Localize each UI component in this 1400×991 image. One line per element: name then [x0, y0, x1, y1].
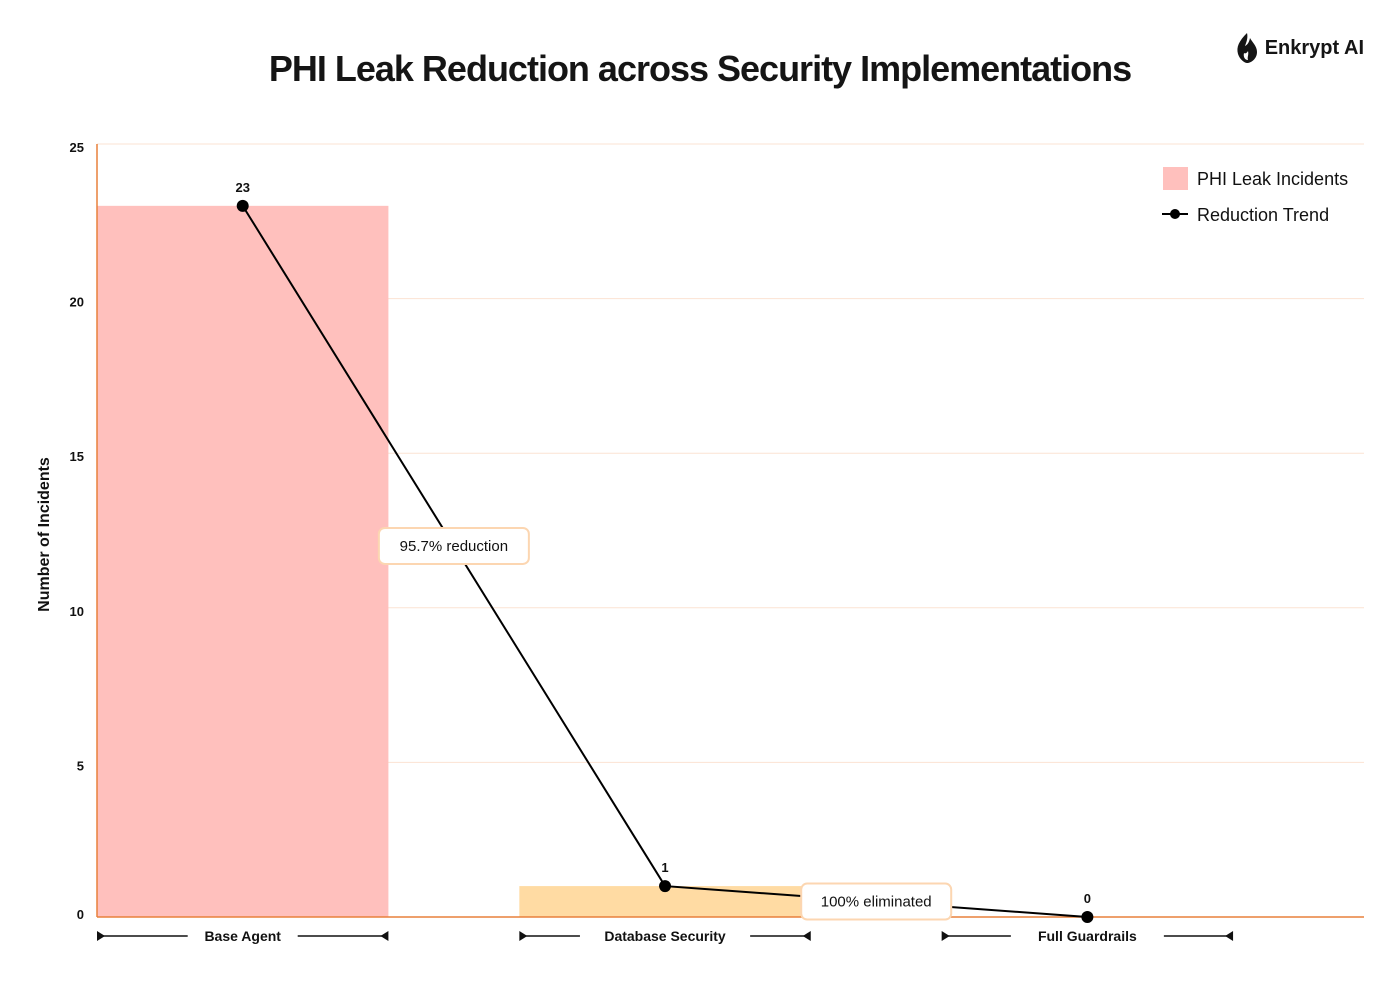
- bracket-arrow-left: [941, 931, 950, 941]
- brand-name: Enkrypt AI: [1264, 36, 1364, 59]
- legend-swatch: [1163, 167, 1188, 190]
- bracket-arrow-right: [1225, 931, 1234, 941]
- flame-icon: [1237, 33, 1257, 63]
- trend-point-3: [1081, 911, 1094, 923]
- trend-point-2: [659, 880, 672, 893]
- legend: PHI Leak Incidents Reduction Trend: [1162, 167, 1348, 225]
- legend-marker: [1170, 209, 1180, 219]
- annotation-box: [800, 882, 953, 921]
- y-tick-label: 15: [70, 449, 84, 464]
- category-bracket: Full Guardrails: [941, 928, 1234, 944]
- x-category-label: Full Guardrails: [1038, 928, 1137, 944]
- data-label: 1: [661, 860, 668, 875]
- bracket-arrow-left: [519, 931, 528, 941]
- annotation-layer: 95.7% reduction 100% eliminated: [377, 526, 953, 921]
- y-axis-label: Number of Incidents: [36, 457, 53, 612]
- bracket-arrow-right: [380, 931, 389, 941]
- trend-point-1: [236, 199, 249, 212]
- category-bracket: Base Agent: [97, 928, 389, 944]
- y-tick-label: 10: [70, 604, 84, 619]
- annotation-text: 95.7% reduction: [400, 538, 508, 555]
- bracket-arrow-right: [802, 931, 811, 941]
- legend-label: PHI Leak Incidents: [1197, 169, 1348, 189]
- data-label: 0: [1084, 891, 1091, 906]
- x-category-label: Base Agent: [204, 928, 281, 944]
- bracket-arrow-left: [97, 931, 105, 941]
- annotation-text: 100% eliminated: [821, 894, 932, 911]
- legend-item-bar: PHI Leak Incidents: [1163, 167, 1348, 190]
- annotation-box: [377, 526, 530, 565]
- bar-1: [97, 205, 389, 918]
- y-tick-label: 25: [70, 140, 84, 155]
- y-tick-label: 0: [77, 907, 84, 922]
- category-bracket: Database Security: [519, 928, 811, 944]
- y-tick-label: 20: [70, 295, 84, 310]
- data-label: 23: [235, 180, 249, 195]
- annotation-callout: 95.7% reduction: [377, 526, 530, 565]
- x-category-label: Database Security: [604, 928, 726, 944]
- brand-logo: Enkrypt AI: [1235, 32, 1364, 64]
- annotation-callout: 100% eliminated: [800, 882, 953, 921]
- legend-item-line: Reduction Trend: [1162, 205, 1329, 225]
- label-layer: 23 1 0: [235, 180, 1091, 906]
- legend-label: Reduction Trend: [1197, 205, 1329, 225]
- y-tick-label: 5: [77, 758, 84, 773]
- chart-title: PHI Leak Reduction across Security Imple…: [268, 48, 1132, 89]
